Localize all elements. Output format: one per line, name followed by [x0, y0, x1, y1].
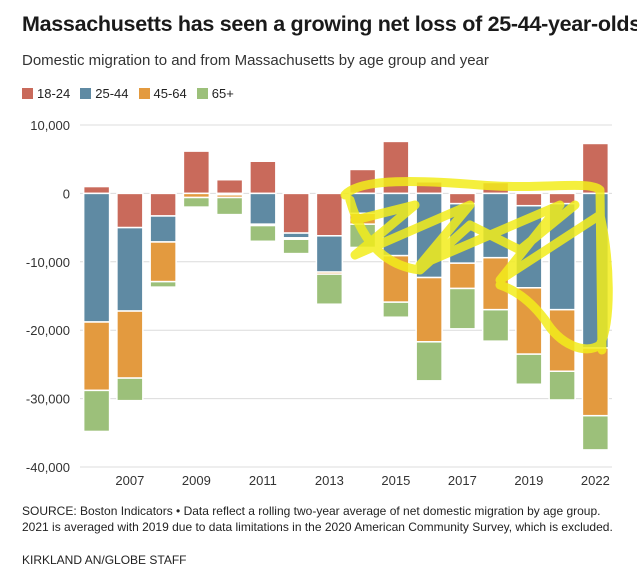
legend-label-18-24: 18-24 [37, 86, 71, 101]
x-tick-label: 2019 [514, 473, 543, 488]
bar-segment-65plus-2007 [116, 377, 144, 402]
bar-segment-25-44-2007 [116, 226, 144, 312]
legend-swatch-18-24 [22, 88, 33, 99]
x-tick-label: 2013 [315, 473, 344, 488]
bar-segment-65plus-2012 [282, 238, 310, 255]
legend-item-45-64: 45-64 [138, 86, 187, 101]
bar-segment-25-44-2006 [82, 192, 111, 323]
highlight-stroke [340, 176, 613, 355]
bar-segment-65plus-2016 [415, 341, 443, 382]
bar-segment-18-24-2011 [249, 160, 277, 195]
bar-segment-25-44-2011 [249, 192, 277, 225]
y-tick-label: -10,000 [26, 255, 70, 270]
legend-item-65plus: 65+ [196, 86, 234, 101]
stacked-bar-chart: 10,000 0 -10,000 -20,000 -30,000 -40,000 2007… [26, 118, 613, 488]
x-tick-label: 2009 [182, 473, 211, 488]
x-axis-tick-labels: 2007 2009 2011 2013 2015 2017 2019 2022 [115, 473, 609, 488]
bar-segment-65plus-2013 [315, 273, 344, 305]
y-tick-label: -20,000 [26, 323, 70, 338]
bar-segment-18-24-2013 [315, 192, 344, 237]
bar-segment-18-24-2012 [282, 192, 310, 234]
credit-line: KIRKLAND AN/GLOBE STAFF [22, 553, 187, 567]
legend: 18-24 25-44 45-64 65+ [22, 86, 234, 101]
bar-segment-25-44-2013 [315, 235, 344, 273]
y-tick-label: 0 [63, 186, 70, 201]
x-tick-label: 2015 [381, 473, 410, 488]
bar-segment-65plus-2011 [249, 224, 277, 243]
legend-label-65plus: 65+ [211, 86, 234, 101]
x-tick-label: 2017 [448, 473, 477, 488]
legend-label-45-64: 45-64 [153, 86, 187, 101]
bar-segment-65plus-2006 [82, 389, 111, 433]
bar-segment-18-24-2010 [215, 178, 244, 195]
y-tick-label: 10,000 [30, 118, 70, 133]
bar-segment-65plus-2021 [548, 370, 576, 401]
bar-segment-65plus-2017 [448, 287, 477, 330]
bars-layer [82, 140, 610, 451]
legend-swatch-25-44 [80, 88, 92, 99]
bar-segment-18-24-2006 [82, 185, 111, 195]
bar-segment-65plus-2022 [581, 414, 610, 451]
legend-item-18-24: 18-24 [22, 86, 70, 101]
source-note: SOURCE: Boston Indicators • Data reflect… [22, 504, 613, 534]
bar-segment-65plus-2009 [182, 196, 211, 208]
x-tick-label: 2022 [581, 473, 610, 488]
bar-segment-65plus-2015 [382, 301, 410, 318]
y-tick-label: -30,000 [26, 392, 70, 407]
legend-swatch-45-64 [138, 88, 150, 99]
bar-segment-18-24-2019 [515, 192, 543, 207]
x-tick-label: 2011 [249, 473, 277, 488]
chart-subtitle: Domestic migration to and from Massachus… [22, 52, 489, 69]
bar-segment-45-64-2007 [116, 310, 144, 379]
bar-segment-65plus-2010 [215, 196, 244, 216]
bar-segment-18-24-2009 [182, 150, 211, 195]
bar-segment-45-64-2022 [581, 347, 610, 417]
bar-segment-65plus-2008 [149, 280, 177, 288]
bar-segment-45-64-2006 [82, 321, 111, 392]
bar-segment-45-64-2016 [415, 276, 443, 343]
bar-segment-45-64-2017 [448, 262, 477, 290]
bar-segment-65plus-2018 [481, 308, 510, 342]
chart-title: Massachusetts has seen a growing net los… [22, 12, 637, 36]
bar-segment-18-24-2008 [149, 192, 177, 217]
bar-segment-18-24-2007 [116, 192, 144, 229]
bar-segment-45-64-2008 [149, 241, 177, 283]
y-tick-label: -40,000 [26, 460, 70, 475]
legend-item-25-44: 25-44 [80, 86, 129, 101]
bar-segment-65plus-2019 [515, 353, 543, 385]
x-tick-label: 2007 [115, 473, 144, 488]
bar-segment-25-44-2009 [182, 148, 211, 152]
yellow-highlight-scribble [340, 176, 613, 355]
bar-segment-25-44-2008 [149, 215, 177, 243]
legend-label-25-44: 25-44 [95, 86, 129, 101]
y-axis-tick-labels: 10,000 0 -10,000 -20,000 -30,000 -40,000 [26, 118, 70, 475]
legend-swatch-65plus [196, 88, 208, 99]
